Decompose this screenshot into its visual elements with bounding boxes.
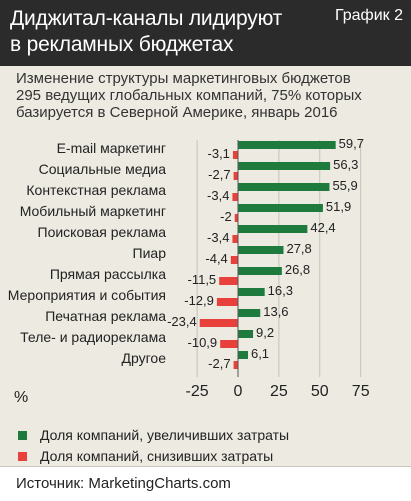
bar-decreased bbox=[233, 172, 238, 180]
legend-label-decreased: Доля компаний, снизивших затраты bbox=[40, 448, 274, 464]
header-bar: Диджитал-каналы лидируют в рекламных бюд… bbox=[0, 0, 411, 66]
category-label: Теле- и радиореклама bbox=[20, 329, 166, 345]
value-label-increased: 16,3 bbox=[268, 283, 293, 298]
x-tick-label: 75 bbox=[352, 383, 370, 400]
source-text: Источник: MarketingCharts.com bbox=[16, 475, 231, 492]
legend-item-increased: Доля компаний, увеличивших затраты bbox=[18, 426, 289, 444]
category-label: Другое bbox=[122, 350, 167, 366]
bar-increased bbox=[238, 246, 284, 254]
chart-title: Диджитал-каналы лидируют в рекламных бюд… bbox=[10, 6, 340, 58]
chart-title-line-2: в рекламных бюджетах bbox=[10, 33, 234, 56]
bar-decreased bbox=[220, 340, 238, 348]
category-label: Мобильный маркетинг bbox=[20, 203, 166, 219]
value-label-increased: 59,7 bbox=[339, 136, 364, 151]
value-label-decreased: -2,7 bbox=[208, 167, 230, 182]
bar-increased bbox=[238, 288, 265, 296]
value-label-increased: 42,4 bbox=[310, 220, 335, 235]
value-label-decreased: -23,4 bbox=[167, 314, 197, 329]
bar-increased bbox=[238, 225, 308, 233]
bar-decreased bbox=[199, 319, 238, 327]
category-label: Печатная реклама bbox=[45, 308, 166, 324]
value-label-decreased: -10,9 bbox=[188, 335, 218, 350]
bar-increased bbox=[238, 204, 323, 212]
value-label-increased: 13,6 bbox=[263, 304, 288, 319]
bar-decreased bbox=[234, 214, 238, 222]
bar-decreased bbox=[219, 277, 238, 285]
value-label-decreased: -3,1 bbox=[208, 146, 230, 161]
bar-increased bbox=[238, 351, 248, 359]
value-label-increased: 6,1 bbox=[251, 346, 269, 361]
legend-label-increased: Доля компаний, увеличивших затраты bbox=[40, 427, 290, 443]
value-label-decreased: -2 bbox=[220, 209, 232, 224]
axis-unit-label: % bbox=[14, 389, 28, 406]
value-label-increased: 26,8 bbox=[285, 262, 310, 277]
bar-increased bbox=[238, 309, 261, 317]
category-label: Социальные медиа bbox=[39, 161, 167, 177]
bar-decreased bbox=[230, 256, 238, 264]
bar-decreased bbox=[216, 298, 238, 306]
legend-item-decreased: Доля компаний, снизивших затраты bbox=[18, 447, 273, 465]
value-label-decreased: -4,4 bbox=[205, 251, 227, 266]
value-label-increased: 9,2 bbox=[256, 325, 274, 340]
bar-increased bbox=[238, 330, 254, 338]
value-label-decreased: -2,7 bbox=[208, 356, 230, 371]
bar-decreased bbox=[233, 361, 238, 369]
legend-swatch-increased bbox=[18, 430, 27, 440]
category-label: Поисковая реклама bbox=[38, 224, 167, 240]
value-label-increased: 56,3 bbox=[333, 157, 358, 172]
bar-increased bbox=[238, 267, 282, 275]
chart-title-line-1: Диджитал-каналы лидируют bbox=[10, 7, 283, 30]
subtitle-line-3: базируется в Северной Америке, январь 20… bbox=[16, 104, 338, 121]
legend-swatch-decreased bbox=[18, 451, 27, 461]
value-label-decreased: -3,4 bbox=[207, 188, 229, 203]
bar-increased bbox=[238, 162, 331, 170]
subtitle-line-1: Изменение структуры маркетинговых бюджет… bbox=[16, 70, 351, 87]
x-tick-label: 50 bbox=[311, 383, 329, 400]
bar-decreased bbox=[232, 193, 238, 201]
chart-subtitle: Изменение структуры маркетинговых бюджет… bbox=[16, 70, 401, 121]
value-label-decreased: -12,9 bbox=[184, 293, 214, 308]
value-label-increased: 51,9 bbox=[326, 199, 351, 214]
x-tick-label: 0 bbox=[234, 383, 243, 400]
category-label: Мероприятия и события bbox=[8, 287, 166, 303]
category-label: Прямая рассылка bbox=[50, 266, 166, 282]
value-label-increased: 55,9 bbox=[332, 178, 357, 193]
chart-number-badge: График 2 bbox=[334, 7, 403, 24]
subtitle-line-2: 295 ведущих глобальных компаний, 75% кот… bbox=[16, 87, 362, 104]
category-label: E-mail маркетинг bbox=[57, 140, 166, 156]
bar-increased bbox=[238, 141, 336, 149]
category-label: Пиар bbox=[133, 245, 167, 261]
bar-increased bbox=[238, 183, 330, 191]
value-label-decreased: -3,4 bbox=[207, 230, 229, 245]
bar-chart: E-mail маркетинг 59,7 -3,1 Социальные медиа… bbox=[8, 136, 370, 406]
value-label-increased: 27,8 bbox=[286, 241, 311, 256]
category-label: Контекстная реклама bbox=[26, 182, 166, 198]
source-footer: Источник: MarketingCharts.com bbox=[0, 466, 411, 501]
bar-decreased bbox=[232, 151, 238, 159]
x-tick-label: 25 bbox=[270, 383, 288, 400]
bar-decreased bbox=[232, 235, 238, 243]
x-tick-label: -25 bbox=[186, 383, 209, 400]
value-label-decreased: -11,5 bbox=[188, 272, 217, 287]
